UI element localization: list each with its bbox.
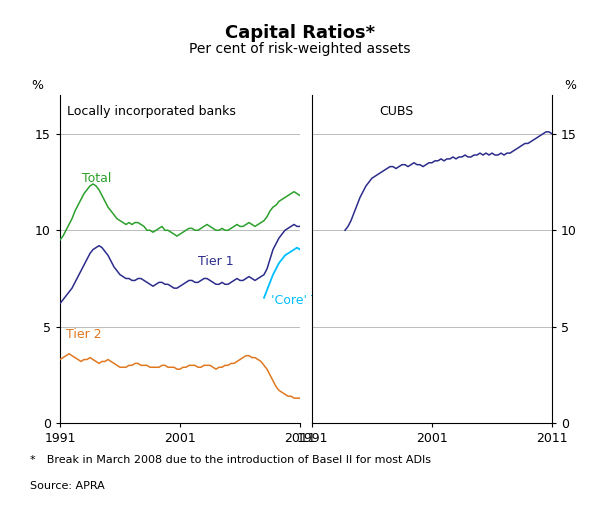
Text: * Break in March 2008 due to the introduction of Basel II for most ADIs: * Break in March 2008 due to the introdu… (30, 455, 431, 465)
Text: Per cent of risk-weighted assets: Per cent of risk-weighted assets (189, 42, 411, 56)
Text: Tier 2: Tier 2 (66, 329, 101, 341)
Text: %: % (31, 79, 43, 92)
Text: CUBS: CUBS (379, 105, 413, 118)
Text: Capital Ratios*: Capital Ratios* (225, 24, 375, 42)
Text: Source: APRA: Source: APRA (30, 481, 105, 491)
Text: Total: Total (82, 172, 111, 185)
Text: Locally incorporated banks: Locally incorporated banks (67, 105, 236, 118)
Text: Tier 1: Tier 1 (198, 255, 233, 268)
Text: %: % (564, 79, 576, 92)
Text: 'Core' Tier 1: 'Core' Tier 1 (271, 294, 347, 307)
